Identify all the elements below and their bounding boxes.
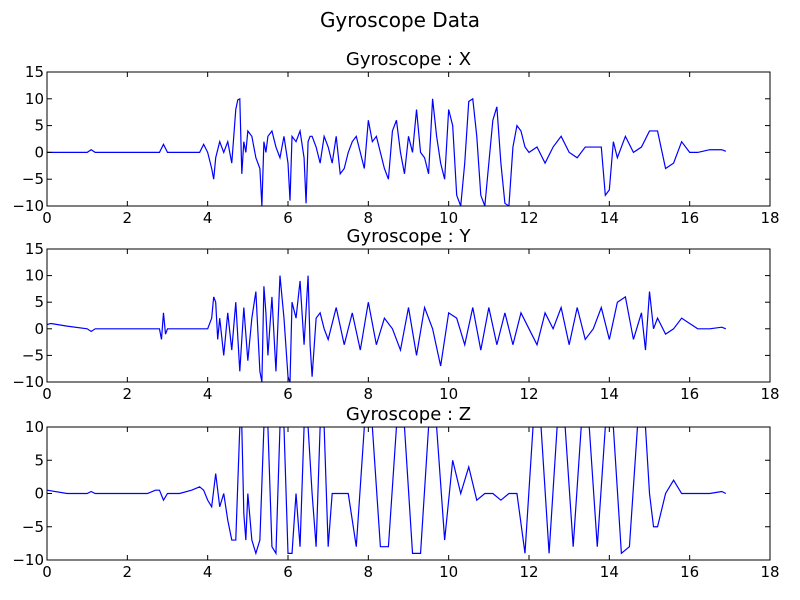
subplots: Gyroscope : X0 2 4 6 8 10 12 14 16 18151050−5−10G… — [12, 49, 779, 581]
y-tick-label: 10 — [25, 90, 44, 108]
x-tick-label: 4 — [203, 209, 213, 227]
x-tick-label: 6 — [283, 385, 293, 403]
y-tick-label: 0 — [34, 320, 44, 338]
y-tick-label: 10 — [25, 267, 44, 285]
series-line — [47, 427, 727, 556]
y-tick-label: 15 — [25, 240, 44, 258]
y-tick-label: −10 — [12, 551, 44, 569]
subplot-2: Gyroscope : Y 0 2 4 6 8 10 12 14 16 18 15 10 5 0 −5 −10 — [12, 226, 779, 403]
axes-frame — [46, 248, 771, 383]
x-tick-label: 16 — [680, 209, 699, 227]
subplot-1: Gyroscope : X 0 2 4 6 8 10 12 14 16 18 15 10 5 0 −5 −10 — [12, 49, 779, 227]
x-tick-label: 12 — [519, 385, 538, 403]
y-tick-label: 0 — [34, 485, 44, 503]
x-tick-label: 12 — [519, 563, 538, 581]
subplot-3: Gyroscope : Z 0 2 4 6 8 10 12 14 16 18 10 5 0 −5 −10 — [12, 404, 779, 581]
x-tick-label: 14 — [600, 385, 619, 403]
subplot-title: Gyroscope : Y — [347, 226, 472, 247]
y-tick-label: 10 — [25, 418, 44, 436]
series-line — [47, 97, 727, 206]
y-tick-label: −10 — [12, 197, 44, 215]
x-tick-label: 8 — [364, 563, 374, 581]
x-tick-label: 16 — [680, 385, 699, 403]
x-tick-label: 10 — [439, 385, 458, 403]
y-tick-label: 5 — [34, 293, 44, 311]
x-tick-label: 10 — [439, 563, 458, 581]
subplot-title: Gyroscope : X — [346, 49, 471, 70]
x-tick-label: 4 — [203, 563, 213, 581]
x-tick-label: 6 — [283, 209, 293, 227]
x-tick-label: 14 — [600, 209, 619, 227]
x-tick-label: 0 — [42, 209, 52, 227]
x-tick-label: 18 — [760, 385, 779, 403]
axes-frame — [46, 71, 771, 207]
y-tick-label: −5 — [22, 170, 44, 188]
x-tick-label: 0 — [42, 563, 52, 581]
y-tick-label: −5 — [22, 518, 44, 536]
x-tick-label: 6 — [283, 563, 293, 581]
x-tick-label: 8 — [364, 385, 374, 403]
x-tick-label: 10 — [439, 209, 458, 227]
x-tick-label: 18 — [760, 209, 779, 227]
x-tick-label: 16 — [680, 563, 699, 581]
x-tick-label: 18 — [760, 563, 779, 581]
x-tick-label: 2 — [123, 563, 133, 581]
x-tick-label: 2 — [123, 385, 133, 403]
x-tick-label: 12 — [519, 209, 538, 227]
subplot-title: Gyroscope : Z — [346, 404, 471, 425]
figure-title: Gyroscope Data — [320, 8, 480, 32]
x-tick-label: 14 — [600, 563, 619, 581]
y-tick-label: 5 — [34, 451, 44, 469]
y-tick-label: −10 — [12, 373, 44, 391]
x-tick-label: 4 — [203, 385, 213, 403]
y-tick-label: 5 — [34, 117, 44, 135]
y-tick-label: 15 — [25, 63, 44, 81]
x-tick-label: 8 — [364, 209, 374, 227]
x-tick-label: 0 — [42, 385, 52, 403]
y-tick-label: −5 — [22, 346, 44, 364]
y-tick-label: 0 — [34, 143, 44, 161]
series-line — [47, 275, 727, 382]
x-tick-label: 2 — [123, 209, 133, 227]
